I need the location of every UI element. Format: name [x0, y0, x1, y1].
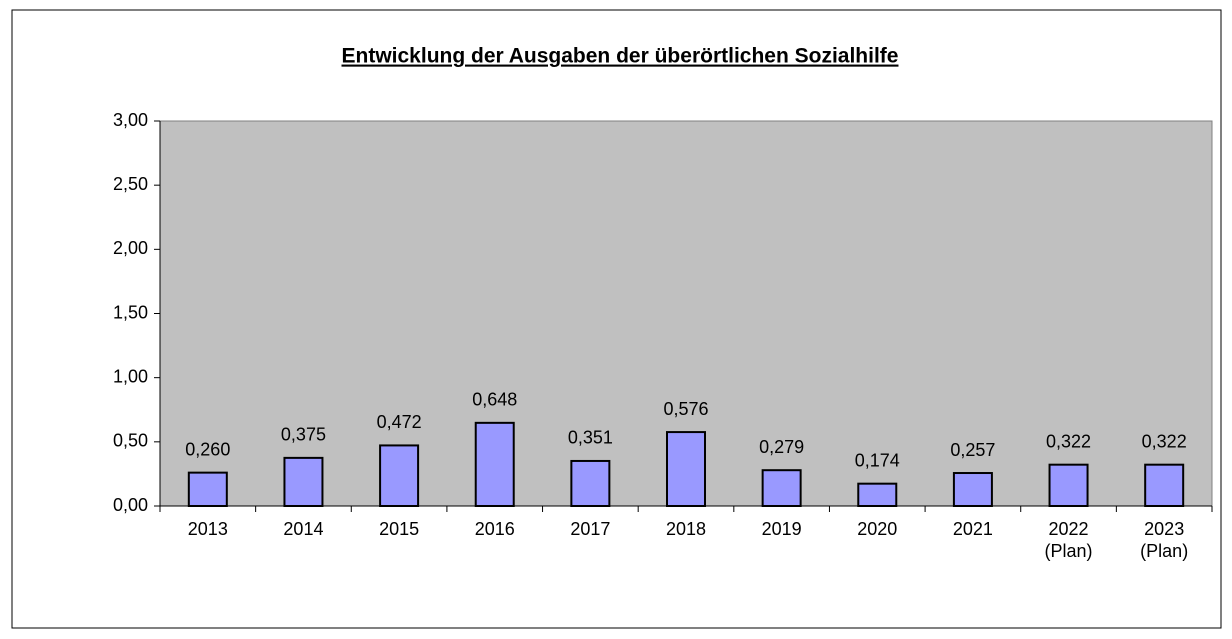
bar: [857, 482, 898, 508]
x-tick-label: 2014: [283, 519, 323, 539]
bar: [283, 456, 324, 507]
bar: [1144, 463, 1185, 507]
chart-title: Entwicklung der Ausgaben der überörtlich…: [342, 45, 899, 68]
data-label: 0,322: [1046, 431, 1091, 451]
y-tick-label: 1,00: [113, 366, 148, 386]
x-tick-label: 2018: [666, 519, 706, 539]
y-tick-label: 3,00: [113, 110, 148, 130]
x-tick-label: 2020: [857, 519, 897, 539]
data-label: 0,375: [281, 425, 326, 445]
y-tick-label: 2,50: [113, 174, 148, 194]
data-label: 0,576: [663, 399, 708, 419]
bar: [187, 471, 228, 507]
x-tick-label: 2017: [570, 519, 610, 539]
bar: [952, 472, 993, 508]
y-tick-label: 0,00: [113, 495, 148, 515]
data-label: 0,257: [950, 440, 995, 460]
data-label: 0,472: [377, 412, 422, 432]
bar: [666, 431, 706, 507]
x-tick-label: 2019: [762, 519, 802, 539]
data-label: 0,174: [855, 450, 900, 470]
bar: [570, 459, 611, 507]
x-tick-label: 2022 (Plan): [1045, 519, 1093, 561]
bar: [474, 421, 515, 507]
x-tick-label: 2023 (Plan): [1140, 519, 1188, 561]
bar: [1048, 463, 1089, 507]
data-label: 0,322: [1142, 431, 1187, 451]
bar: [761, 469, 802, 508]
x-tick-label: 2013: [188, 519, 228, 539]
data-label: 0,260: [185, 439, 230, 459]
y-tick-label: 0,50: [113, 431, 148, 451]
data-label: 0,648: [472, 390, 517, 410]
data-label: 0,351: [568, 428, 613, 448]
y-tick-label: 1,50: [113, 302, 148, 322]
x-tick-label: 2016: [475, 519, 515, 539]
data-label: 0,279: [759, 437, 804, 457]
x-tick-label: 2015: [379, 519, 419, 539]
x-tick-label: 2021: [953, 519, 993, 539]
y-tick-label: 2,00: [113, 238, 148, 258]
bar: [379, 444, 420, 507]
